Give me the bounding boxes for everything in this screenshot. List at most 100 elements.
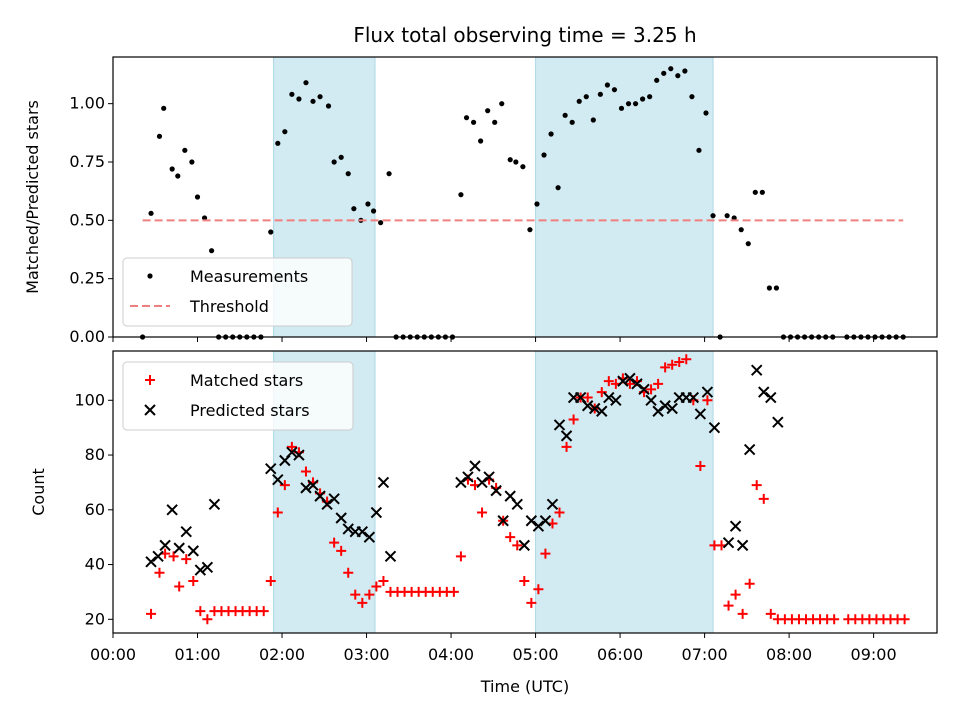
y-tick-label: 0.75 xyxy=(69,152,105,171)
predicted-star-point xyxy=(610,394,622,406)
matched-star-point xyxy=(758,493,769,504)
measurement-point xyxy=(386,171,392,177)
predicted-star-point xyxy=(539,515,552,527)
measurement-point xyxy=(534,201,540,207)
legend-box xyxy=(122,361,354,431)
measurement-point xyxy=(458,192,464,198)
matched-star-point xyxy=(568,414,579,425)
matched-star-point xyxy=(343,567,354,578)
measurement-point xyxy=(548,131,554,137)
matched-star-point xyxy=(526,597,537,608)
predicted-star-point xyxy=(694,408,707,420)
matched-star-point xyxy=(279,480,290,491)
measurement-point xyxy=(485,108,491,114)
predicted-star-point xyxy=(265,463,277,475)
legend-box xyxy=(122,257,353,327)
predicted-star-point xyxy=(201,561,214,573)
matched-star-point xyxy=(519,575,530,586)
measurement-point xyxy=(661,70,667,76)
measurement-point xyxy=(296,96,302,102)
plot-frame xyxy=(112,350,938,634)
matched-star-point xyxy=(477,507,488,518)
measurement-point xyxy=(703,110,709,116)
matched-star-point xyxy=(533,584,544,595)
measurement-point xyxy=(632,101,639,107)
y-tick-label: 0.25 xyxy=(69,269,105,288)
matched-star-point xyxy=(540,548,551,559)
predicted-star-point xyxy=(455,476,467,489)
matched-star-point xyxy=(667,359,678,370)
x-tick-label: 02:00 xyxy=(259,645,305,664)
x-tick-label: 08:00 xyxy=(766,645,812,664)
measurement-point xyxy=(156,133,163,139)
legends: Measurements Threshold Matched stars Predic… xyxy=(122,257,354,431)
measurement-point xyxy=(365,201,371,207)
measurement-point xyxy=(370,208,377,214)
predicted-star-point xyxy=(187,545,199,557)
measurement-point xyxy=(275,140,281,146)
measurement-point xyxy=(604,82,611,88)
predicted-star-point xyxy=(300,482,312,494)
measurement-point xyxy=(499,101,505,107)
measurement-point xyxy=(338,154,344,160)
predicted-star-point xyxy=(560,430,573,442)
matched-star-point xyxy=(286,441,297,452)
matched-star-point xyxy=(646,384,657,395)
measurement-point xyxy=(689,94,695,100)
matched-star-point xyxy=(512,540,523,551)
measurement-point xyxy=(611,87,618,93)
matched-star-point xyxy=(272,507,283,518)
matched-star-point xyxy=(329,537,340,548)
measurement-point xyxy=(668,66,674,72)
measurement-point xyxy=(194,194,201,200)
measurement-point xyxy=(189,159,195,165)
predicted-star-point xyxy=(589,402,601,415)
measurement-point xyxy=(710,213,716,219)
x-tick-label: 03:00 xyxy=(343,645,389,664)
matched-star-point xyxy=(154,567,165,578)
predicted-star-point xyxy=(307,479,319,491)
measurement-point xyxy=(625,101,632,107)
matched-star-point xyxy=(174,581,185,592)
x-axis-label: Time (UTC) xyxy=(480,677,569,696)
predicted-star-point xyxy=(462,471,474,483)
y-tick-label: 0.50 xyxy=(69,210,105,229)
predicted-star-point xyxy=(722,536,735,549)
measurement-point xyxy=(470,119,477,125)
measurement-point xyxy=(562,112,568,118)
predicted-star-point xyxy=(758,386,770,398)
shaded-region xyxy=(535,56,714,338)
matched-star-point xyxy=(258,606,269,617)
x-tick-label: 06:00 xyxy=(597,645,643,664)
measurement-point xyxy=(724,213,730,219)
matched-star-point xyxy=(582,392,593,403)
legend-label: Matched stars xyxy=(190,371,303,390)
plot-marks xyxy=(139,66,910,625)
predicted-star-point xyxy=(166,504,178,516)
measurement-point xyxy=(583,94,589,100)
predicted-star-point xyxy=(750,364,763,376)
matched-star-point xyxy=(899,614,910,625)
predicted-star-point xyxy=(286,446,298,459)
predicted-star-point xyxy=(546,498,559,511)
measurement-point xyxy=(282,129,288,135)
legend-label: Threshold xyxy=(189,297,269,316)
matched-star-point xyxy=(744,578,755,589)
axes: 0.00 0.25 0.50 0.75 1.00 20 40 60 80 100 00:00 01:0… xyxy=(69,56,938,664)
y-tick-label: 80 xyxy=(85,445,105,464)
predicted-star-point xyxy=(525,515,538,527)
matched-star-point xyxy=(448,586,459,597)
matched-star-point xyxy=(300,466,311,477)
predicted-star-point xyxy=(603,391,615,404)
legend-marker-matched xyxy=(145,375,155,385)
predicted-star-point xyxy=(518,539,531,552)
predicted-star-point xyxy=(272,473,284,486)
predicted-star-point xyxy=(173,542,185,554)
matched-star-point xyxy=(674,356,685,367)
measurement-point xyxy=(654,77,660,83)
matched-star-point xyxy=(723,600,734,611)
predicted-star-point xyxy=(370,506,383,519)
predicted-star-point xyxy=(194,564,207,576)
predicted-star-point xyxy=(152,550,164,563)
predicted-star-point xyxy=(659,400,671,412)
